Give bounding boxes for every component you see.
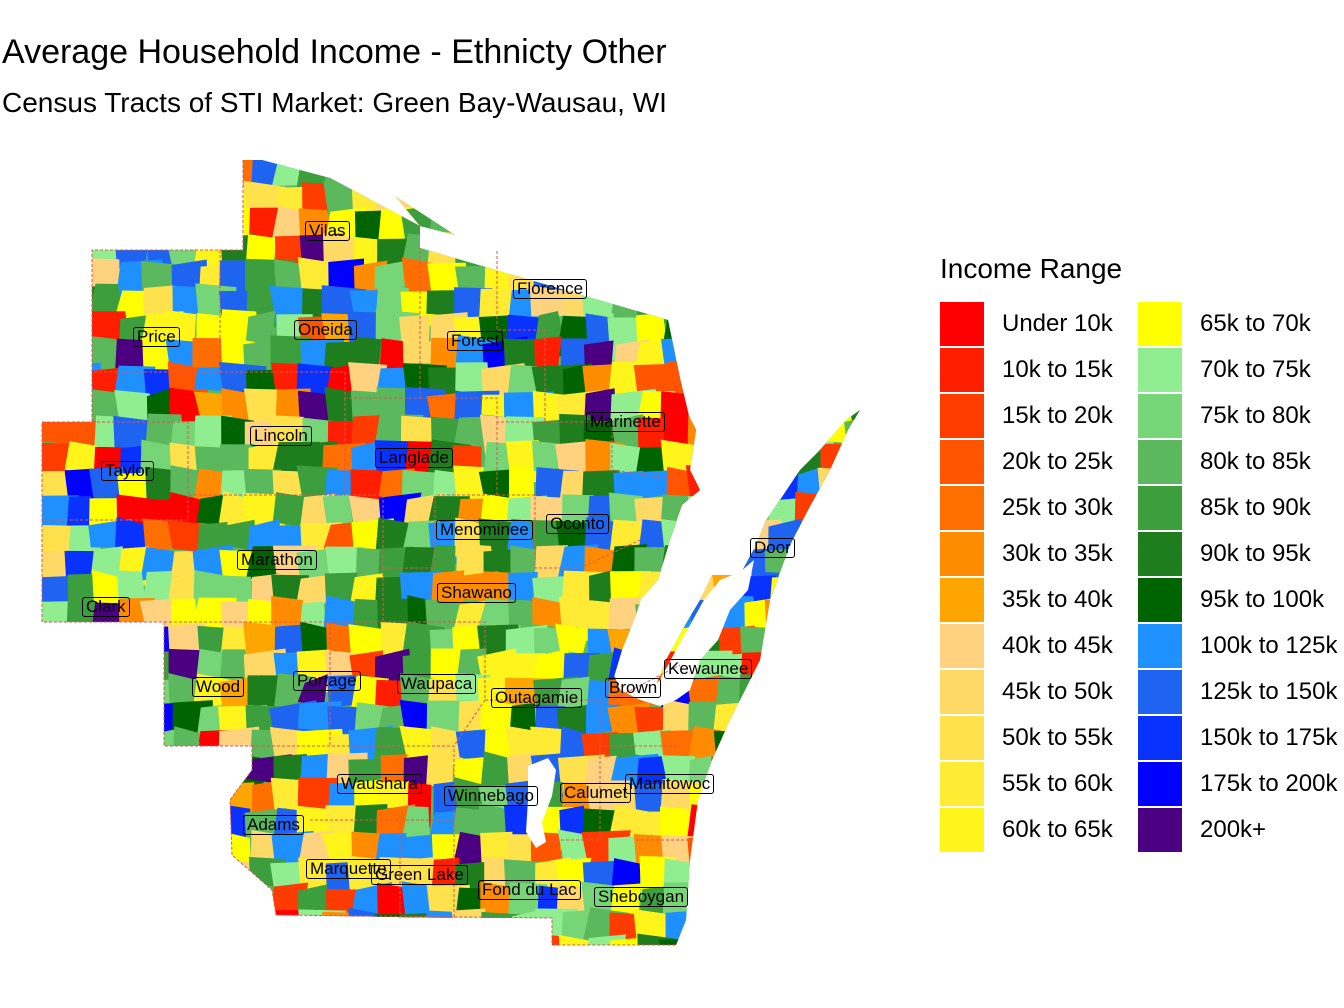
county-label: Marinette (586, 412, 665, 432)
county-label: Vilas (305, 221, 350, 241)
map-title: Average Household Income - Ethnicty Othe… (2, 33, 667, 71)
legend-label: 20k to 25k (1002, 448, 1113, 475)
legend-label: 85k to 90k (1200, 494, 1311, 521)
legend-swatch (940, 486, 984, 530)
legend-swatch (1138, 578, 1182, 622)
legend-label: 60k to 65k (1002, 816, 1113, 843)
legend-swatch (940, 808, 984, 852)
legend-label: 200k+ (1200, 816, 1267, 843)
legend-label: 100k to 125k (1200, 632, 1338, 659)
legend-label: 175k to 200k (1200, 770, 1338, 797)
county-label: Price (133, 327, 180, 347)
legend-swatch (940, 440, 984, 484)
county-label: Outagamie (491, 688, 583, 708)
map-subtitle: Census Tracts of STI Market: Green Bay-W… (2, 87, 667, 118)
legend-label: 80k to 85k (1200, 448, 1311, 475)
county-label: Clark (82, 597, 130, 617)
county-label: Florence (513, 279, 588, 299)
legend-title: Income Range (940, 253, 1123, 284)
legend-swatch (1138, 716, 1182, 760)
legend-label: 65k to 70k (1200, 310, 1311, 337)
county-label: Waupaca (397, 674, 477, 694)
legend-label: 15k to 20k (1002, 402, 1113, 429)
legend-swatch (940, 532, 984, 576)
legend-swatch (940, 394, 984, 438)
legend-label: 150k to 175k (1200, 724, 1338, 751)
county-label: Langlade (375, 448, 453, 468)
lake-shapes (526, 560, 754, 848)
county-label: Lincoln (250, 426, 312, 446)
legend-swatch (1138, 486, 1182, 530)
county-label: Portage (293, 671, 361, 691)
legend-swatch (1138, 532, 1182, 576)
county-label: Door (750, 538, 795, 558)
county-label: Marathon (237, 550, 317, 570)
legend-swatch (1138, 762, 1182, 806)
county-label: Taylor (101, 461, 155, 481)
legend-label: 95k to 100k (1200, 586, 1325, 613)
legend-label: 10k to 15k (1002, 356, 1113, 383)
legend-swatch (1138, 624, 1182, 668)
county-label: Manitowoc (625, 774, 715, 794)
legend-label: 70k to 75k (1200, 356, 1311, 383)
legend-label: 30k to 35k (1002, 540, 1113, 567)
legend-label: 40k to 45k (1002, 632, 1113, 659)
county-label: Calumet (560, 783, 632, 803)
legend-swatch (1138, 394, 1182, 438)
county-label: Oconto (546, 514, 609, 534)
legend-swatch (940, 670, 984, 714)
county-label: Sheboygan (594, 887, 689, 907)
legend-swatch (940, 302, 984, 346)
legend-swatch (1138, 348, 1182, 392)
county-label: Marquette (306, 859, 391, 879)
county-label: Brown (605, 678, 662, 698)
legend-label: 75k to 80k (1200, 402, 1311, 429)
legend-label: 55k to 60k (1002, 770, 1113, 797)
legend-swatch (940, 578, 984, 622)
county-label: Forest (447, 331, 504, 351)
county-borders (41, 160, 690, 946)
county-label: Green Lake (371, 865, 468, 885)
county-label: Fond du Lac (478, 880, 581, 900)
legend-label: 125k to 150k (1200, 678, 1338, 705)
legend-swatch (940, 348, 984, 392)
legend-swatch (940, 716, 984, 760)
legend-swatch (1138, 808, 1182, 852)
legend-swatch (1138, 670, 1182, 714)
county-label: Winnebago (444, 786, 539, 806)
legend-swatch (1138, 302, 1182, 346)
county-label: Adams (243, 815, 304, 835)
legend-label: 35k to 40k (1002, 586, 1113, 613)
legend-swatch (940, 762, 984, 806)
legend-label: 50k to 55k (1002, 724, 1113, 751)
legend-label: 90k to 95k (1200, 540, 1311, 567)
legend-swatch (940, 624, 984, 668)
legend-label: 25k to 30k (1002, 494, 1113, 521)
county-label: Waushara (337, 774, 422, 794)
county-label: Wood (192, 677, 245, 697)
county-label: Menominee (436, 520, 533, 540)
legend-label: Under 10k (1002, 310, 1113, 337)
county-label: Oneida (294, 320, 357, 340)
county-label: Kewaunee (664, 659, 753, 679)
county-label: Shawano (437, 583, 516, 603)
legend-label: 45k to 50k (1002, 678, 1113, 705)
legend-swatch (1138, 440, 1182, 484)
